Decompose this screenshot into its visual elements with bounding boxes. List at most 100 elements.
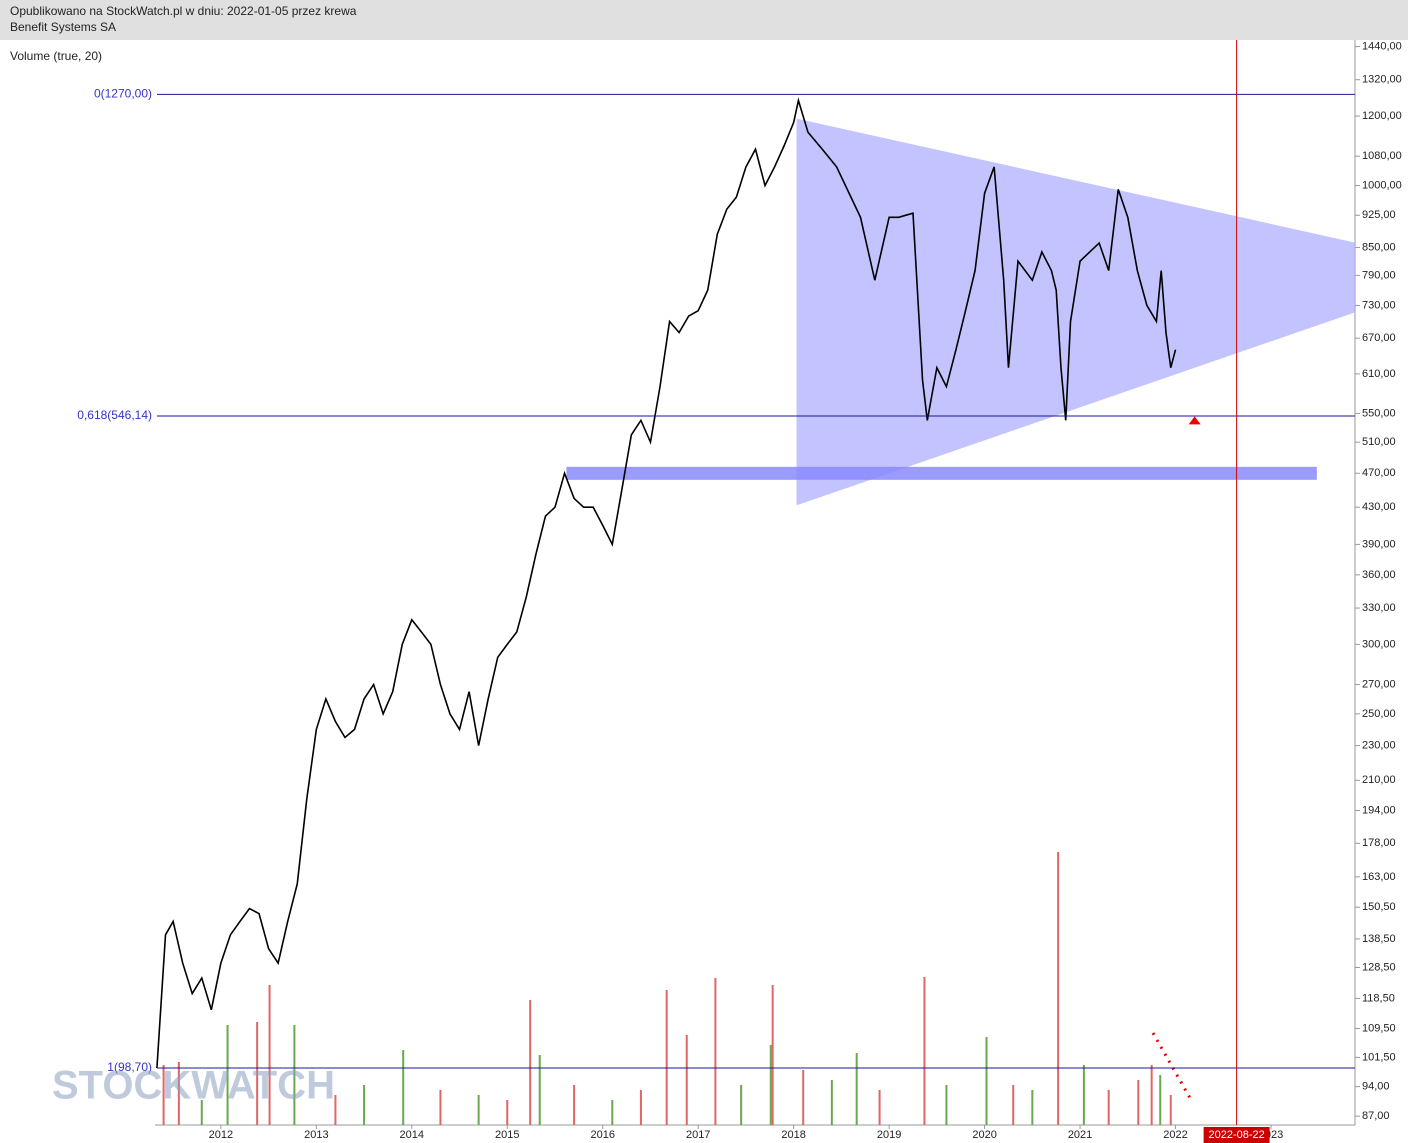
y-tick-label: 118,50: [1362, 992, 1395, 1004]
y-tick-label: 128,50: [1362, 961, 1396, 973]
volume-bar: [1082, 1065, 1085, 1125]
volume-bar: [529, 1000, 532, 1125]
y-tick-label: 87,00: [1362, 1110, 1390, 1122]
fib-label: 0,618(546,14): [77, 408, 152, 422]
y-tick-label: 210,00: [1362, 774, 1396, 786]
x-tick-label: 2022: [1163, 1129, 1187, 1141]
y-tick-label: 1200,00: [1362, 110, 1402, 122]
volume-bar: [1012, 1085, 1015, 1125]
x-tick-label: 2016: [590, 1129, 614, 1141]
volume-bar: [802, 1070, 805, 1125]
volume-bar: [830, 1080, 833, 1125]
volume-bar: [506, 1100, 509, 1125]
volume-bar: [477, 1095, 480, 1125]
y-tick-label: 109,50: [1362, 1022, 1396, 1034]
volume-bar: [268, 985, 271, 1125]
volume-bar: [923, 977, 926, 1125]
watermark: STOCKWATCH: [52, 1064, 335, 1108]
volume-bar: [1057, 852, 1060, 1125]
y-tick-label: 1320,00: [1362, 74, 1402, 86]
y-tick-label: 330,00: [1362, 602, 1396, 614]
y-tick-label: 390,00: [1362, 538, 1396, 550]
price-line: [156, 97, 1177, 1069]
volume-bar: [714, 978, 717, 1125]
x-tick-label: 2015: [495, 1129, 519, 1141]
y-tick-label: 1440,00: [1362, 40, 1402, 52]
volume-bar: [945, 1085, 948, 1125]
y-tick-label: 610,00: [1362, 368, 1396, 380]
y-tick-label: 101,50: [1362, 1051, 1396, 1063]
volume-bar: [402, 1050, 405, 1125]
volume-bar: [1137, 1080, 1140, 1125]
marker-label: 2022-08-22: [1208, 1129, 1264, 1141]
volume-bar: [200, 1100, 203, 1125]
y-tick-label: 94,00: [1362, 1081, 1390, 1093]
header-band: [0, 0, 1408, 40]
y-tick-label: 163,00: [1362, 871, 1396, 883]
header-line: Opublikowano na StockWatch.pl w dniu: 20…: [10, 4, 357, 18]
volume-bar: [769, 1045, 772, 1125]
volume-bar: [293, 1025, 296, 1125]
y-tick-label: 270,00: [1362, 678, 1396, 690]
x-tick-label: 2013: [304, 1129, 328, 1141]
x-tick-label: 2012: [209, 1129, 233, 1141]
volume-bar: [1107, 1090, 1110, 1125]
volume-bar: [985, 1037, 988, 1125]
volume-bar: [334, 1095, 337, 1125]
y-tick-label: 730,00: [1362, 299, 1396, 311]
volume-bar: [162, 1065, 165, 1125]
volume-bar: [226, 1025, 229, 1125]
volume-bar: [611, 1100, 614, 1125]
y-tick-label: 925,00: [1362, 209, 1396, 221]
x-tick-label: 2014: [400, 1129, 424, 1141]
trend-drawing: [1151, 1032, 1192, 1099]
y-tick-label: 194,00: [1362, 804, 1396, 816]
x-tick-label: 2021: [1068, 1129, 1092, 1141]
volume-bar: [1159, 1075, 1162, 1125]
header-line: Benefit Systems SA: [10, 20, 116, 34]
signal-marker: [1188, 416, 1201, 425]
y-tick-label: 1080,00: [1362, 150, 1402, 162]
y-tick-label: 178,00: [1362, 837, 1396, 849]
y-tick-label: 150,50: [1362, 901, 1396, 913]
marker-label-box: [1203, 1127, 1270, 1143]
y-tick-label: 470,00: [1362, 467, 1396, 479]
y-tick-label: 250,00: [1362, 708, 1396, 720]
x-tick-label: 2017: [686, 1129, 710, 1141]
volume-bar: [665, 990, 668, 1125]
fib-label: 0(1270,00): [94, 87, 152, 101]
volume-bar: [439, 1090, 442, 1125]
y-tick-label: 300,00: [1362, 638, 1396, 650]
x-tick-label: 2020: [972, 1129, 996, 1141]
volume-bar: [855, 1053, 858, 1125]
volume-bar: [256, 1022, 259, 1125]
volume-bar: [538, 1055, 541, 1125]
volume-bar: [573, 1085, 576, 1125]
support-band: [566, 466, 1317, 480]
volume-bar: [1031, 1090, 1034, 1125]
volume-bar: [771, 985, 774, 1125]
y-tick-label: 230,00: [1362, 740, 1396, 752]
volume-bar: [878, 1090, 881, 1125]
y-tick-label: 138,50: [1362, 933, 1396, 945]
volume-bar: [177, 1062, 180, 1125]
triangle-pattern: [796, 118, 1355, 506]
fib-label: 1(98,70): [107, 1060, 152, 1074]
y-tick-label: 670,00: [1362, 332, 1396, 344]
plot-area: [156, 97, 1355, 1125]
y-tick-label: 1000,00: [1362, 179, 1402, 191]
y-tick-label: 790,00: [1362, 269, 1396, 281]
volume-bar: [363, 1085, 366, 1125]
volume-bar: [639, 1090, 642, 1125]
indicator-label: Volume (true, 20): [10, 49, 102, 63]
volume-bar: [740, 1085, 743, 1125]
volume-bar: [1169, 1095, 1172, 1125]
volume-bar: [1150, 1065, 1153, 1125]
y-tick-label: 430,00: [1362, 501, 1396, 513]
y-tick-label: 510,00: [1362, 436, 1396, 448]
y-tick-label: 360,00: [1362, 569, 1396, 581]
y-tick-label: 550,00: [1362, 407, 1396, 419]
volume-bar: [685, 1035, 688, 1125]
x-tick-label: 2019: [877, 1129, 901, 1141]
